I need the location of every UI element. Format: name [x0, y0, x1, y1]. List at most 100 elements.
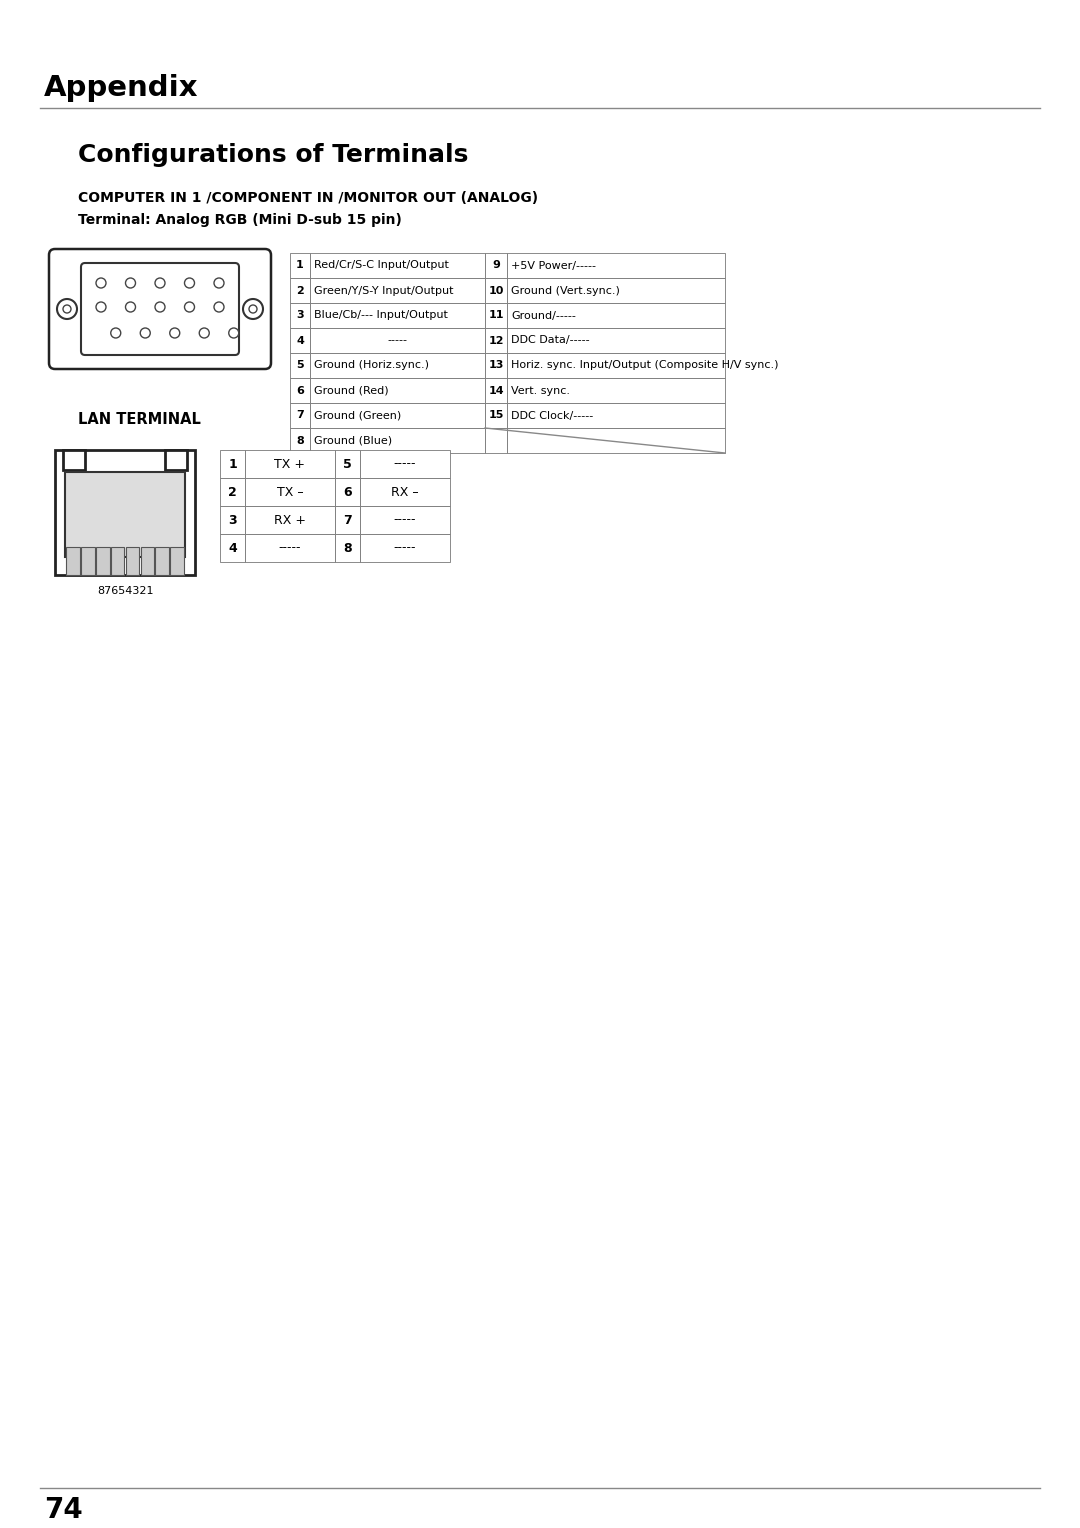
Text: 1: 1: [296, 260, 303, 270]
Bar: [220, 478, 245, 506]
Bar: [291, 403, 310, 428]
Text: 11: 11: [488, 310, 503, 321]
Text: 3: 3: [296, 310, 303, 321]
Bar: [66, 547, 80, 575]
Circle shape: [185, 278, 194, 287]
Text: 74: 74: [44, 1496, 83, 1523]
Bar: [291, 254, 310, 278]
Circle shape: [199, 329, 210, 338]
Bar: [96, 547, 109, 575]
Text: Horiz. sync. Input/Output (Composite H/V sync.): Horiz. sync. Input/Output (Composite H/V…: [511, 361, 779, 370]
Text: TX +: TX +: [274, 457, 306, 471]
Text: 13: 13: [488, 361, 503, 370]
Text: 15: 15: [488, 411, 503, 420]
Circle shape: [170, 329, 179, 338]
Bar: [310, 303, 485, 329]
Bar: [165, 451, 187, 471]
Bar: [65, 472, 185, 558]
Text: 12: 12: [488, 336, 503, 345]
Text: Ground (Vert.sync.): Ground (Vert.sync.): [511, 286, 620, 295]
Bar: [485, 403, 507, 428]
Bar: [507, 403, 725, 428]
Text: 5: 5: [296, 361, 303, 370]
Bar: [111, 547, 124, 575]
Bar: [360, 451, 450, 478]
Text: 14: 14: [488, 385, 503, 396]
Bar: [140, 547, 154, 575]
Bar: [55, 451, 195, 575]
Circle shape: [140, 329, 150, 338]
Text: 10: 10: [488, 286, 503, 295]
Text: COMPUTER IN 1 /COMPONENT IN /MONITOR OUT (ANALOG): COMPUTER IN 1 /COMPONENT IN /MONITOR OUT…: [78, 191, 538, 205]
Bar: [507, 254, 725, 278]
Text: Red/Cr/S-C Input/Output: Red/Cr/S-C Input/Output: [314, 260, 449, 270]
Text: DDC Clock/-----: DDC Clock/-----: [511, 411, 593, 420]
Text: -----: -----: [394, 513, 416, 527]
Circle shape: [156, 278, 165, 287]
Bar: [485, 329, 507, 353]
Bar: [245, 506, 335, 533]
Circle shape: [249, 306, 257, 313]
Text: Ground (Horiz.sync.): Ground (Horiz.sync.): [314, 361, 429, 370]
Bar: [63, 451, 85, 471]
Circle shape: [96, 303, 106, 312]
Text: -----: -----: [279, 541, 301, 555]
Text: 1: 1: [228, 457, 237, 471]
Text: Configurations of Terminals: Configurations of Terminals: [78, 144, 469, 167]
Text: 4: 4: [228, 541, 237, 555]
Bar: [125, 547, 139, 575]
Bar: [220, 506, 245, 533]
Text: Ground (Blue): Ground (Blue): [314, 435, 392, 446]
Text: 2: 2: [296, 286, 303, 295]
Bar: [245, 451, 335, 478]
Bar: [291, 353, 310, 377]
Bar: [507, 329, 725, 353]
Text: 6: 6: [296, 385, 303, 396]
Text: 5: 5: [343, 457, 352, 471]
Text: DDC Data/-----: DDC Data/-----: [511, 336, 590, 345]
Text: Green/Y/S-Y Input/Output: Green/Y/S-Y Input/Output: [314, 286, 454, 295]
Circle shape: [214, 303, 224, 312]
Circle shape: [125, 303, 135, 312]
Text: TX –: TX –: [276, 486, 303, 498]
Bar: [310, 428, 485, 452]
Circle shape: [243, 299, 264, 319]
Text: Appendix: Appendix: [44, 73, 199, 102]
Bar: [335, 533, 360, 562]
Text: 4: 4: [296, 336, 303, 345]
Text: 9: 9: [492, 260, 500, 270]
Bar: [220, 533, 245, 562]
Bar: [507, 377, 725, 403]
Bar: [291, 278, 310, 303]
Text: +5V Power/-----: +5V Power/-----: [511, 260, 596, 270]
Bar: [360, 506, 450, 533]
Bar: [485, 377, 507, 403]
Text: RX –: RX –: [391, 486, 419, 498]
Text: 2: 2: [228, 486, 237, 498]
Bar: [485, 428, 507, 452]
Bar: [156, 547, 168, 575]
Circle shape: [156, 303, 165, 312]
Bar: [291, 377, 310, 403]
Text: RX +: RX +: [274, 513, 306, 527]
Text: Ground (Red): Ground (Red): [314, 385, 389, 396]
Bar: [291, 329, 310, 353]
Circle shape: [125, 278, 135, 287]
Bar: [360, 533, 450, 562]
Circle shape: [111, 329, 121, 338]
Text: LAN TERMINAL: LAN TERMINAL: [78, 413, 201, 428]
Text: 7: 7: [296, 411, 303, 420]
Bar: [291, 303, 310, 329]
Bar: [310, 403, 485, 428]
Bar: [81, 547, 95, 575]
Bar: [310, 353, 485, 377]
Text: -----: -----: [394, 457, 416, 471]
Bar: [310, 329, 485, 353]
Bar: [335, 506, 360, 533]
Text: -----: -----: [388, 336, 407, 345]
Text: 87654321: 87654321: [97, 587, 153, 596]
Bar: [310, 278, 485, 303]
Bar: [485, 254, 507, 278]
Bar: [507, 278, 725, 303]
Bar: [485, 353, 507, 377]
